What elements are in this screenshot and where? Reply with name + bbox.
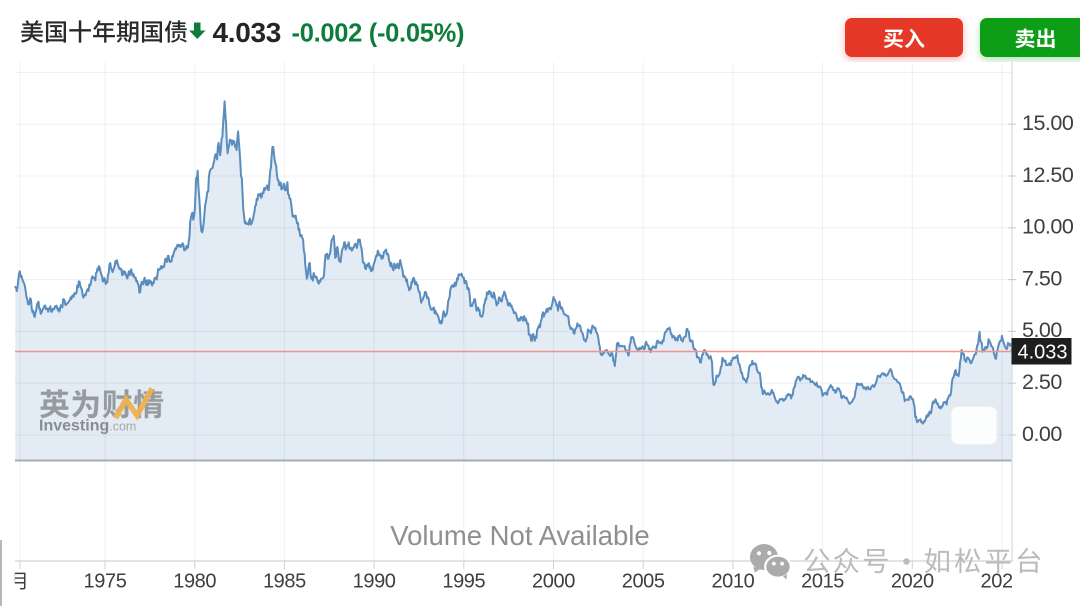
- svg-text:0.00: 0.00: [1022, 422, 1062, 446]
- svg-text:2010: 2010: [711, 571, 754, 593]
- svg-text:2015: 2015: [801, 571, 844, 593]
- svg-text:2025: 2025: [981, 571, 1024, 593]
- svg-text:Volume Not Available: Volume Not Available: [390, 520, 649, 551]
- svg-text:2.50: 2.50: [1022, 370, 1062, 394]
- svg-text:15.00: 15.00: [1022, 111, 1074, 135]
- svg-text:1975: 1975: [84, 571, 127, 593]
- svg-text:10.00: 10.00: [1022, 215, 1074, 239]
- svg-text:2005: 2005: [622, 571, 665, 593]
- svg-text:-0.002 (-0.05%): -0.002 (-0.05%): [292, 20, 465, 48]
- svg-text:1995: 1995: [442, 571, 485, 593]
- svg-text:1980: 1980: [173, 571, 216, 593]
- svg-text:12.50: 12.50: [1022, 163, 1074, 187]
- svg-text:4.033: 4.033: [1017, 341, 1067, 363]
- svg-text:2020: 2020: [891, 571, 934, 593]
- svg-text:1985: 1985: [263, 571, 306, 593]
- svg-text:Investing.com: Investing.com: [39, 418, 136, 435]
- svg-text:7.50: 7.50: [1022, 266, 1062, 290]
- svg-text:1990: 1990: [353, 571, 396, 593]
- svg-text:4.033: 4.033: [213, 17, 282, 48]
- svg-text:2000: 2000: [532, 571, 575, 593]
